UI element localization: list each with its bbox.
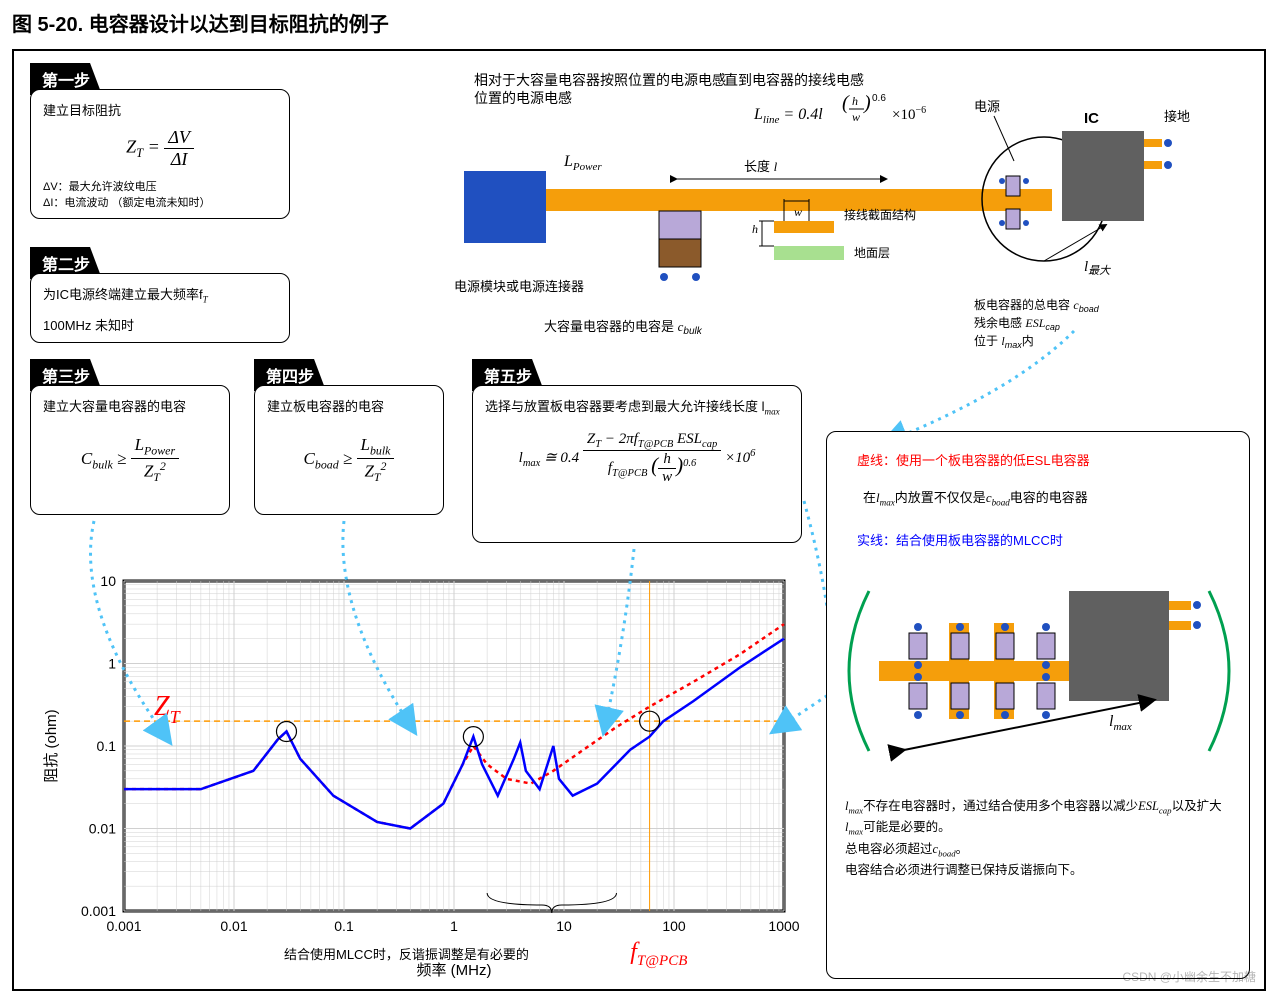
svg-text:长度 l: 长度 l: [744, 159, 778, 174]
svg-text:h: h: [852, 94, 858, 108]
step3-box: 建立大容量电容器的电容 Cbulk ≥ LPower ZT2: [30, 385, 230, 515]
svg-text:IC: IC: [1084, 110, 1099, 127]
step5-box: 选择与放置板电容器要考虑到最大允许接线长度 lmax lmax ≅ 0.4 ZT…: [472, 385, 802, 543]
svg-text:(: (: [842, 92, 850, 114]
svg-text:0.001: 0.001: [106, 918, 141, 934]
step1-note1: ΔV：最大允许波纹电压: [43, 178, 277, 194]
svg-text:1000: 1000: [768, 918, 799, 934]
svg-text:接地: 接地: [1164, 109, 1190, 124]
svg-text:残余电感 ESLcap: 残余电感 ESLcap: [974, 315, 1060, 332]
svg-text:位于 lmax内: 位于 lmax内: [974, 333, 1034, 350]
svg-text:频率 (MHz): 频率 (MHz): [417, 962, 492, 979]
ic-rect: [1062, 131, 1144, 221]
step2-note: 100MHz 未知时: [43, 315, 277, 334]
svg-text:100: 100: [662, 918, 686, 934]
svg-text:电源: 电源: [974, 99, 1000, 114]
svg-text:0.6: 0.6: [872, 93, 886, 104]
step1-box: 建立目标阻抗 ZT = ΔVΔI ΔV：最大允许波纹电压 ΔI：电流波动 （额定…: [30, 89, 290, 219]
svg-text:10: 10: [556, 918, 572, 934]
svg-text:大容量电容器的电容是 cbulk: 大容量电容器的电容是 cbulk: [544, 319, 703, 337]
place-note: 在lmax内放置不仅仅是cboad电容的电容器: [863, 487, 1237, 508]
svg-text:接线截面结构: 接线截面结构: [844, 207, 916, 222]
right-panel: 虚线：使用一个板电容器的低ESL电容器 在lmax内放置不仅仅是cboad电容的…: [826, 431, 1250, 979]
step1-desc: 建立目标阻抗: [43, 100, 277, 119]
step2-box: 为IC电源终端建立最大频率fT 100MHz 未知时: [30, 273, 290, 343]
svg-text:地面层: 地面层: [854, 246, 890, 260]
pcb-trace: [532, 189, 1052, 211]
svg-text:0.1: 0.1: [97, 738, 117, 754]
svg-text:0.001: 0.001: [81, 903, 116, 919]
svg-text:): ): [863, 92, 871, 114]
svg-text:fT@PCB: fT@PCB: [630, 939, 687, 969]
dash-note: 虚线：使用一个板电容器的低ESL电容器: [857, 450, 1237, 469]
svg-text:结合使用MLCC时，反谐振调整是有必要的: 结合使用MLCC时，反谐振调整是有必要的: [284, 947, 529, 962]
step1-formula: ZT = ΔVΔI: [43, 127, 277, 170]
svg-text:l最大: l最大: [1084, 259, 1111, 277]
step4-box: 建立板电容器的电容 Cboad ≥ Lbulk ZT2: [254, 385, 444, 515]
svg-text:1: 1: [450, 918, 458, 934]
svg-text:LPower: LPower: [563, 153, 602, 173]
mlcc-cluster-svg: lmax: [839, 561, 1239, 781]
step5-formula: lmax ≅ 0.4 ZT − 2πfT@PCB ESLcap fT@PCB (…: [485, 431, 789, 486]
schem-label2: 直到电容器的接线电感: [724, 72, 864, 88]
svg-text:w: w: [852, 110, 860, 124]
step4-formula: Cboad ≥ Lbulk ZT2: [267, 435, 431, 485]
svg-text:×10−6: ×10−6: [892, 105, 926, 123]
svg-text:h: h: [752, 222, 758, 236]
solid-note: 实线：结合使用板电容器的MLCC时: [857, 530, 1237, 549]
step2-desc: 为IC电源终端建立最大频率fT: [43, 284, 277, 305]
impedance-chart: 0.0010.010.111010010000.0010.010.1110ZT结…: [34, 561, 804, 981]
psmod-label: 电源模块或电源连接器: [454, 279, 584, 294]
svg-text:0.1: 0.1: [334, 918, 354, 934]
figure-title: 图 5-20. 电容器设计以达到目标阻抗的例子: [0, 0, 1282, 45]
svg-text:位置的电源电感: 位置的电源电感: [474, 90, 572, 106]
step5-desc: 选择与放置板电容器要考虑到最大允许接线长度 lmax: [485, 396, 789, 417]
step3-desc: 建立大容量电容器的电容: [43, 396, 217, 415]
schem-label1: 相对于大容量电容器按照位置的电源电感: [474, 72, 726, 88]
svg-text:1: 1: [108, 656, 116, 672]
power-module-rect: [464, 171, 546, 243]
svg-text:w: w: [794, 205, 802, 219]
svg-text:阻抗 (ohm): 阻抗 (ohm): [43, 709, 60, 782]
right-bottom-notes: lmax不存在电容器时，通过结合使用多个电容器以减少ESLcap以及扩大lmax…: [845, 796, 1231, 881]
step4-desc: 建立板电容器的电容: [267, 396, 431, 415]
diagram-container: 第一步 建立目标阻抗 ZT = ΔVΔI ΔV：最大允许波纹电压 ΔI：电流波动…: [12, 49, 1266, 991]
schematic-svg: 相对于大容量电容器按照位置的电源电感 位置的电源电感 直到电容器的接线电感 Ll…: [444, 61, 1254, 361]
svg-text:10: 10: [100, 573, 116, 589]
svg-text:lmax: lmax: [1109, 713, 1132, 733]
svg-text:板电容器的总电容 cboad: 板电容器的总电容 cboad: [974, 297, 1100, 314]
step3-formula: Cbulk ≥ LPower ZT2: [43, 435, 217, 485]
svg-text:0.01: 0.01: [220, 918, 247, 934]
svg-text:0.01: 0.01: [89, 821, 116, 837]
step1-note2: ΔI：电流波动 （额定电流未知时）: [43, 194, 277, 210]
lline-formula: Lline = 0.4l: [753, 106, 823, 126]
watermark: CSDN @小幽余生不加糖: [1122, 968, 1256, 985]
